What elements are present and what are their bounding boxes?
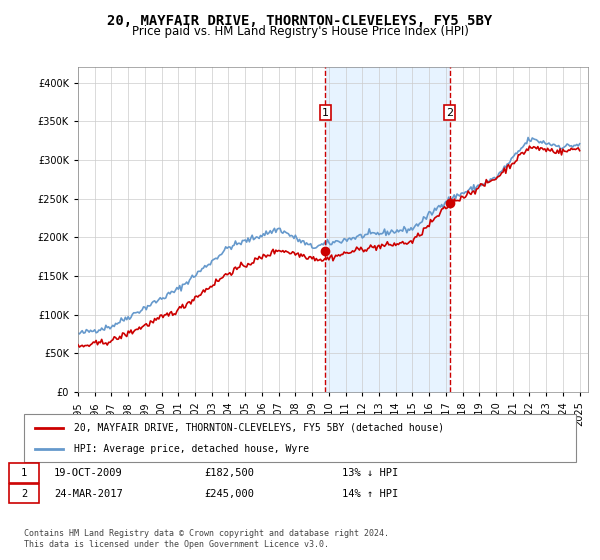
Text: 13% ↓ HPI: 13% ↓ HPI	[342, 468, 398, 478]
Text: Contains HM Land Registry data © Crown copyright and database right 2024.
This d: Contains HM Land Registry data © Crown c…	[24, 529, 389, 549]
FancyBboxPatch shape	[24, 414, 576, 462]
Text: HPI: Average price, detached house, Wyre: HPI: Average price, detached house, Wyre	[74, 444, 308, 454]
Text: 2: 2	[446, 108, 453, 118]
Text: £182,500: £182,500	[204, 468, 254, 478]
Text: 20, MAYFAIR DRIVE, THORNTON-CLEVELEYS, FY5 5BY (detached house): 20, MAYFAIR DRIVE, THORNTON-CLEVELEYS, F…	[74, 423, 444, 433]
Text: 20, MAYFAIR DRIVE, THORNTON-CLEVELEYS, FY5 5BY: 20, MAYFAIR DRIVE, THORNTON-CLEVELEYS, F…	[107, 14, 493, 28]
Text: £245,000: £245,000	[204, 489, 254, 499]
Text: 1: 1	[21, 468, 27, 478]
Text: 2: 2	[21, 489, 27, 499]
Text: Price paid vs. HM Land Registry's House Price Index (HPI): Price paid vs. HM Land Registry's House …	[131, 25, 469, 38]
Text: 1: 1	[322, 108, 329, 118]
Text: 14% ↑ HPI: 14% ↑ HPI	[342, 489, 398, 499]
Text: 19-OCT-2009: 19-OCT-2009	[54, 468, 123, 478]
Text: 24-MAR-2017: 24-MAR-2017	[54, 489, 123, 499]
